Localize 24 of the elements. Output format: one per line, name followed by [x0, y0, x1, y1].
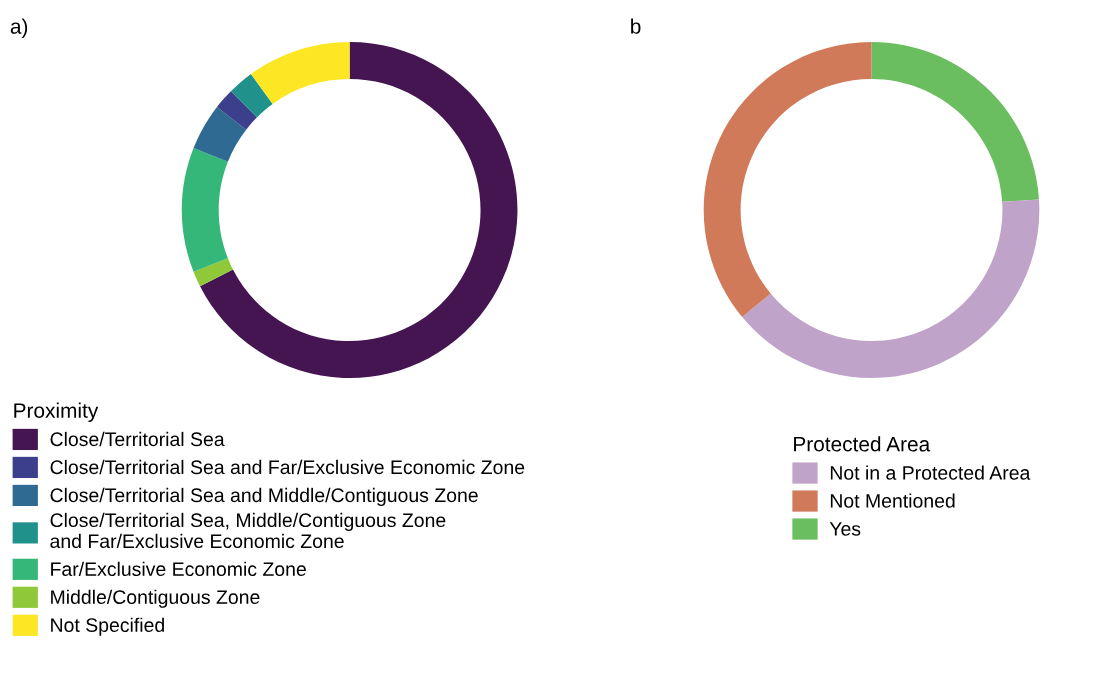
legend-label: Close/Territorial Sea and Middle/Contiguous Zone	[50, 487, 478, 506]
donut-slice	[193, 106, 247, 162]
donut-slice	[250, 41, 350, 104]
legend-label: Far/Exclusive Economic Zone	[51, 561, 306, 577]
legend-label: Close/Territorial Sea	[50, 431, 225, 447]
legend-label: Not Mentioned	[830, 493, 955, 508]
legend-label: Not Specified	[51, 617, 164, 636]
chart-title: b	[631, 18, 641, 34]
legend-label: Close/Territorial Sea, Middle/Contiguous Zone and Far/Exclusive Economic Zone	[50, 512, 446, 549]
donut-slice	[193, 258, 233, 287]
donut-slice	[742, 199, 1040, 379]
donut-slice	[200, 41, 518, 379]
donut-slice	[216, 91, 258, 130]
donut-slice	[181, 148, 228, 272]
donut-slice	[871, 41, 1040, 202]
legend-title: Proximity	[14, 402, 99, 423]
legend-title: Protected Area	[794, 436, 931, 452]
legend-label: Yes	[829, 522, 861, 536]
chart-title: a)	[10, 18, 28, 38]
donut-slice	[703, 41, 872, 318]
legend-label: Middle/Contiguous Zone	[51, 589, 260, 608]
donut-slice	[230, 74, 273, 118]
legend-label: Close/Territorial Sea and Far/Exclusive Economic Zone	[50, 459, 525, 475]
legend-label: Not in a Protected Area	[830, 465, 1031, 480]
